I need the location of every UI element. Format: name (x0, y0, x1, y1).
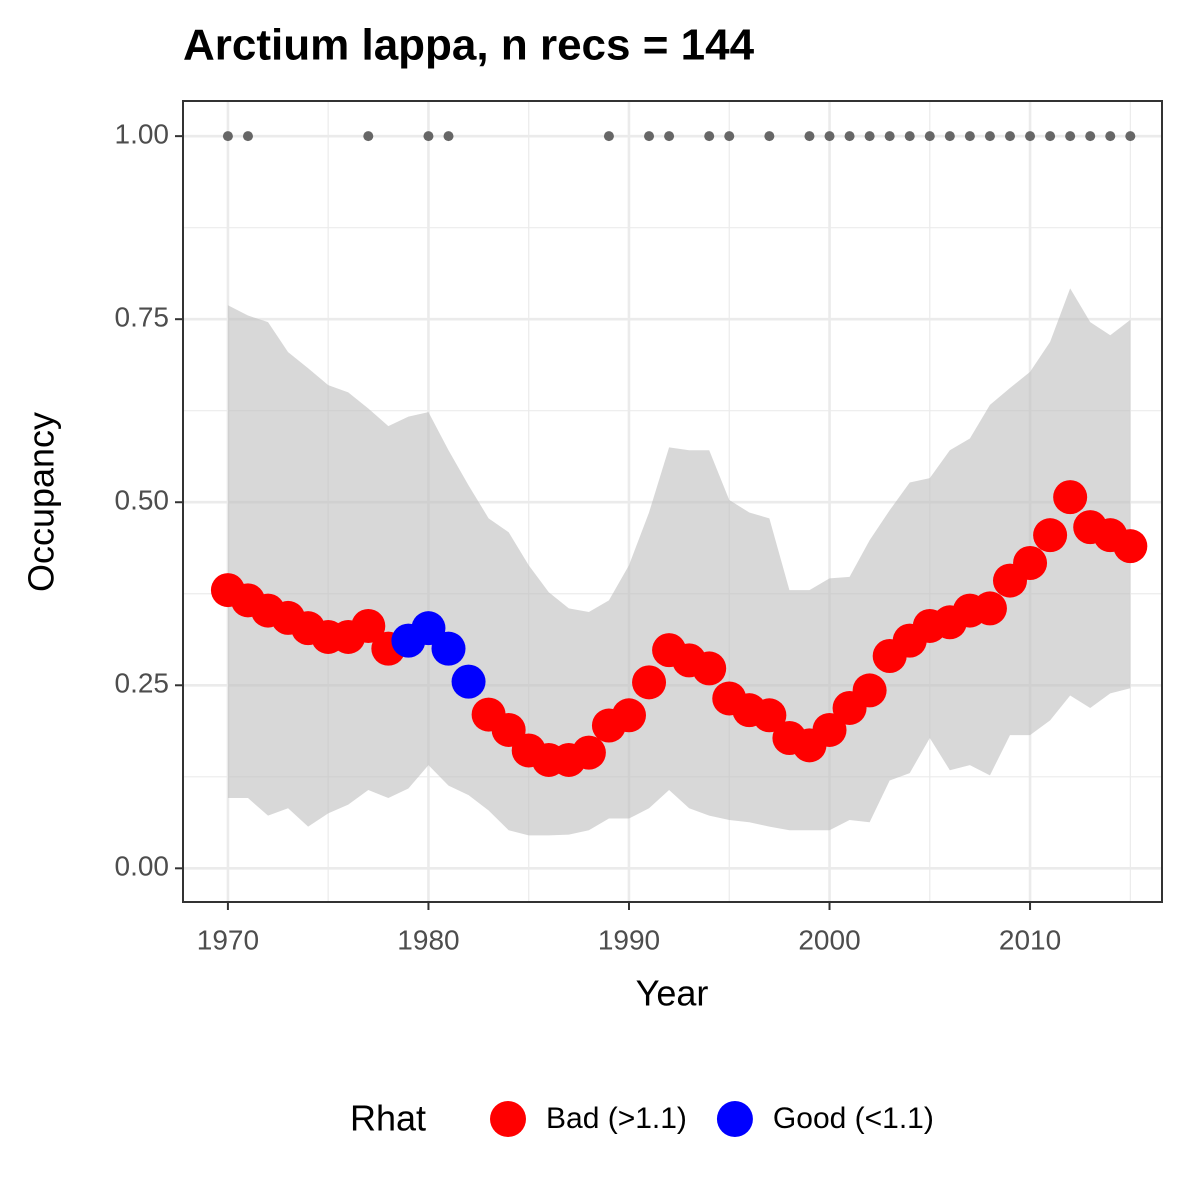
detection-point (984, 131, 995, 142)
detection-point (944, 131, 955, 142)
occupancy-point (1033, 518, 1068, 553)
detection-point (704, 131, 715, 142)
detection-point (423, 131, 434, 142)
detection-point (363, 131, 374, 142)
occupancy-point (632, 665, 667, 700)
legend-swatch (490, 1101, 526, 1137)
y-tick-label: 0.00 (115, 851, 170, 882)
occupancy-point (1053, 480, 1088, 515)
detection-point (1105, 131, 1116, 142)
occupancy-point (431, 631, 466, 666)
detection-point (1045, 131, 1056, 142)
occupancy-point (451, 664, 486, 699)
detection-point (603, 131, 614, 142)
detection-point (1025, 131, 1036, 142)
detection-point (884, 131, 895, 142)
legend-label: Good (<1.1) (773, 1102, 934, 1135)
detection-point (443, 131, 454, 142)
detection-point (1004, 131, 1015, 142)
detection-point (222, 131, 233, 142)
occupancy-point (692, 651, 727, 686)
chart-title: Arctium lappa, n recs = 144 (183, 21, 755, 70)
legend-title: Rhat (350, 1098, 426, 1139)
detection-point (644, 131, 655, 142)
occupancy-point (571, 735, 606, 770)
occupancy-point (852, 673, 887, 708)
legend-label: Bad (>1.1) (546, 1102, 687, 1135)
detection-point (844, 131, 855, 142)
y-axis-title: Occupancy (21, 412, 62, 592)
legend-swatch (716, 1101, 753, 1137)
y-tick-label: 1.00 (115, 119, 170, 150)
x-tick-label: 2010 (999, 924, 1061, 955)
detection-point (1085, 131, 1096, 142)
detection-point (724, 131, 735, 142)
panel-border (182, 100, 1163, 903)
x-tick-label: 1990 (598, 924, 660, 955)
y-tick-label: 0.25 (115, 668, 170, 699)
x-axis-title: Year (636, 973, 709, 1014)
detection-point (904, 131, 915, 142)
x-tick-label: 1980 (397, 924, 459, 955)
detection-point (824, 131, 835, 142)
occupancy-point (1113, 529, 1148, 564)
x-tick-label: 2000 (798, 924, 860, 955)
y-tick-label: 0.50 (115, 485, 170, 516)
occupancy-point (812, 712, 847, 747)
detection-point (924, 131, 935, 142)
detection-point (964, 131, 975, 142)
occupancy-point (1013, 546, 1048, 581)
y-tick-label: 0.75 (115, 302, 170, 333)
occupancy-point (752, 698, 787, 733)
detection-point (1065, 131, 1076, 142)
detection-point (864, 131, 875, 142)
occupancy-point (351, 608, 386, 643)
detection-point (1125, 131, 1136, 142)
x-tick-label: 1970 (197, 924, 259, 955)
detection-point (242, 131, 253, 142)
occupancy-point (972, 591, 1007, 626)
detection-point (664, 131, 675, 142)
confidence-ribbon (227, 288, 1131, 836)
detection-point (804, 131, 815, 142)
occupancy-point (611, 698, 646, 733)
detection-point (764, 131, 775, 142)
